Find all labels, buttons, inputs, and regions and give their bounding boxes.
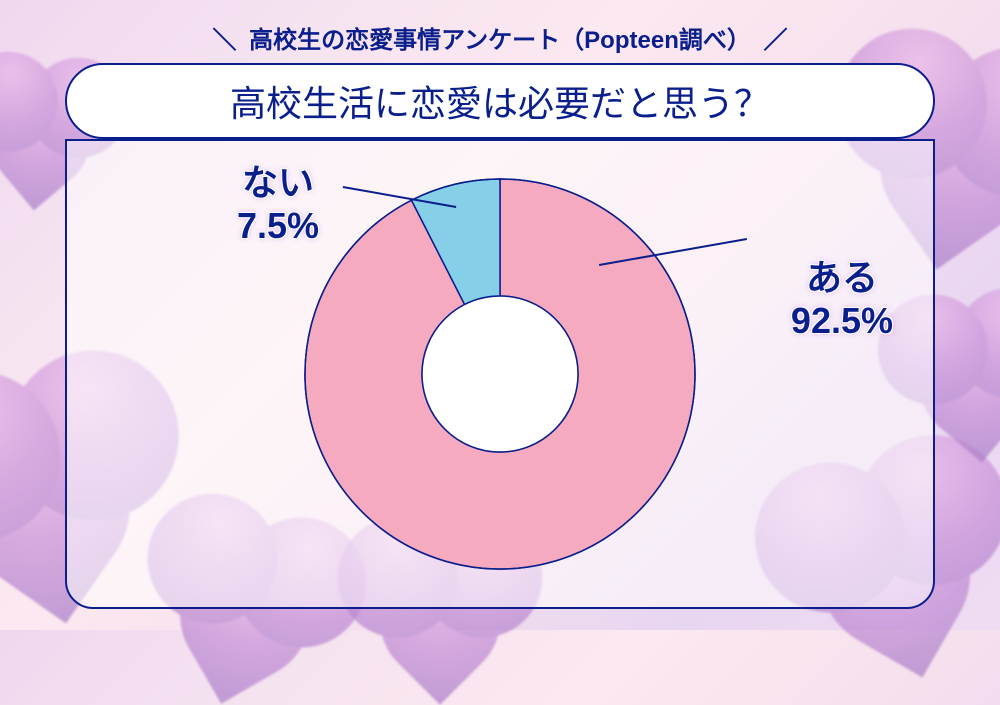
label-no-text: ない: [237, 161, 319, 204]
survey-header: ＼ 高校生の恋愛事情アンケート（Popteen調べ） ／: [0, 0, 1000, 55]
label-no: ない 7.5%: [237, 161, 319, 247]
slash-left-icon: ＼: [212, 20, 236, 55]
label-yes-text: ある: [791, 256, 893, 299]
donut-chart: [300, 174, 700, 574]
chart-container: ある 92.5% ない 7.5%: [65, 139, 935, 609]
header-text: 高校生の恋愛事情アンケート（Popteen調べ）: [249, 27, 751, 54]
slash-right-icon: ／: [764, 20, 788, 55]
question-title: 高校生活に恋愛は必要だと思う？: [65, 63, 935, 139]
label-yes-value: 92.5%: [791, 299, 893, 342]
label-yes: ある 92.5%: [791, 256, 893, 342]
question-title-text: 高校生活に恋愛は必要だと思う？: [230, 83, 770, 124]
label-no-value: 7.5%: [237, 204, 319, 247]
